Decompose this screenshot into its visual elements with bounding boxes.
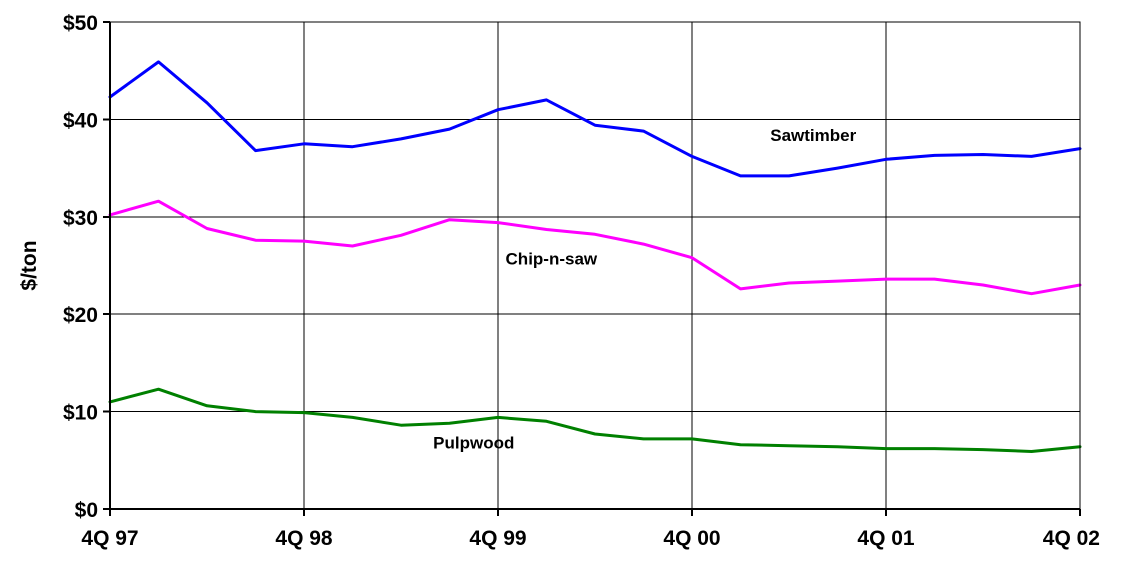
y-tick-labels: $0 $10 $20 $30 $40 $50 bbox=[63, 12, 98, 522]
series-line-chip-n-saw bbox=[108, 199, 1082, 296]
y-tick-label: $50 bbox=[63, 12, 98, 35]
x-tick-label: 4Q 98 bbox=[275, 527, 333, 550]
y-tick-label: $40 bbox=[63, 109, 98, 132]
series-lines bbox=[108, 60, 1082, 453]
y-axis-title: $/ton bbox=[18, 240, 41, 290]
series-annotations: Sawtimber Chip-n-saw Pulpwood bbox=[433, 126, 856, 453]
x-tick-label: 4Q 02 bbox=[1043, 527, 1100, 550]
x-tick-label: 4Q 99 bbox=[469, 527, 526, 550]
series-label-pulpwood: Pulpwood bbox=[433, 434, 514, 453]
x-tick-labels: 4Q 97 4Q 98 4Q 99 4Q 00 4Q 01 4Q 02 bbox=[81, 527, 1100, 550]
x-tick-label: 4Q 01 bbox=[857, 527, 915, 550]
series-line-pulpwood bbox=[108, 387, 1082, 453]
axes bbox=[103, 21, 1081, 516]
series-line-sawtimber bbox=[108, 60, 1082, 178]
y-tick-label: $10 bbox=[63, 402, 98, 425]
y-tick-label: $30 bbox=[63, 207, 98, 230]
y-tick-label: $0 bbox=[75, 499, 98, 522]
x-tick-label: 4Q 00 bbox=[663, 527, 720, 550]
series-label-sawtimber: Sawtimber bbox=[770, 126, 856, 145]
y-tick-label: $20 bbox=[63, 304, 98, 327]
series-label-chip-n-saw: Chip-n-saw bbox=[506, 250, 598, 269]
x-tick-label: 4Q 97 bbox=[81, 527, 138, 550]
